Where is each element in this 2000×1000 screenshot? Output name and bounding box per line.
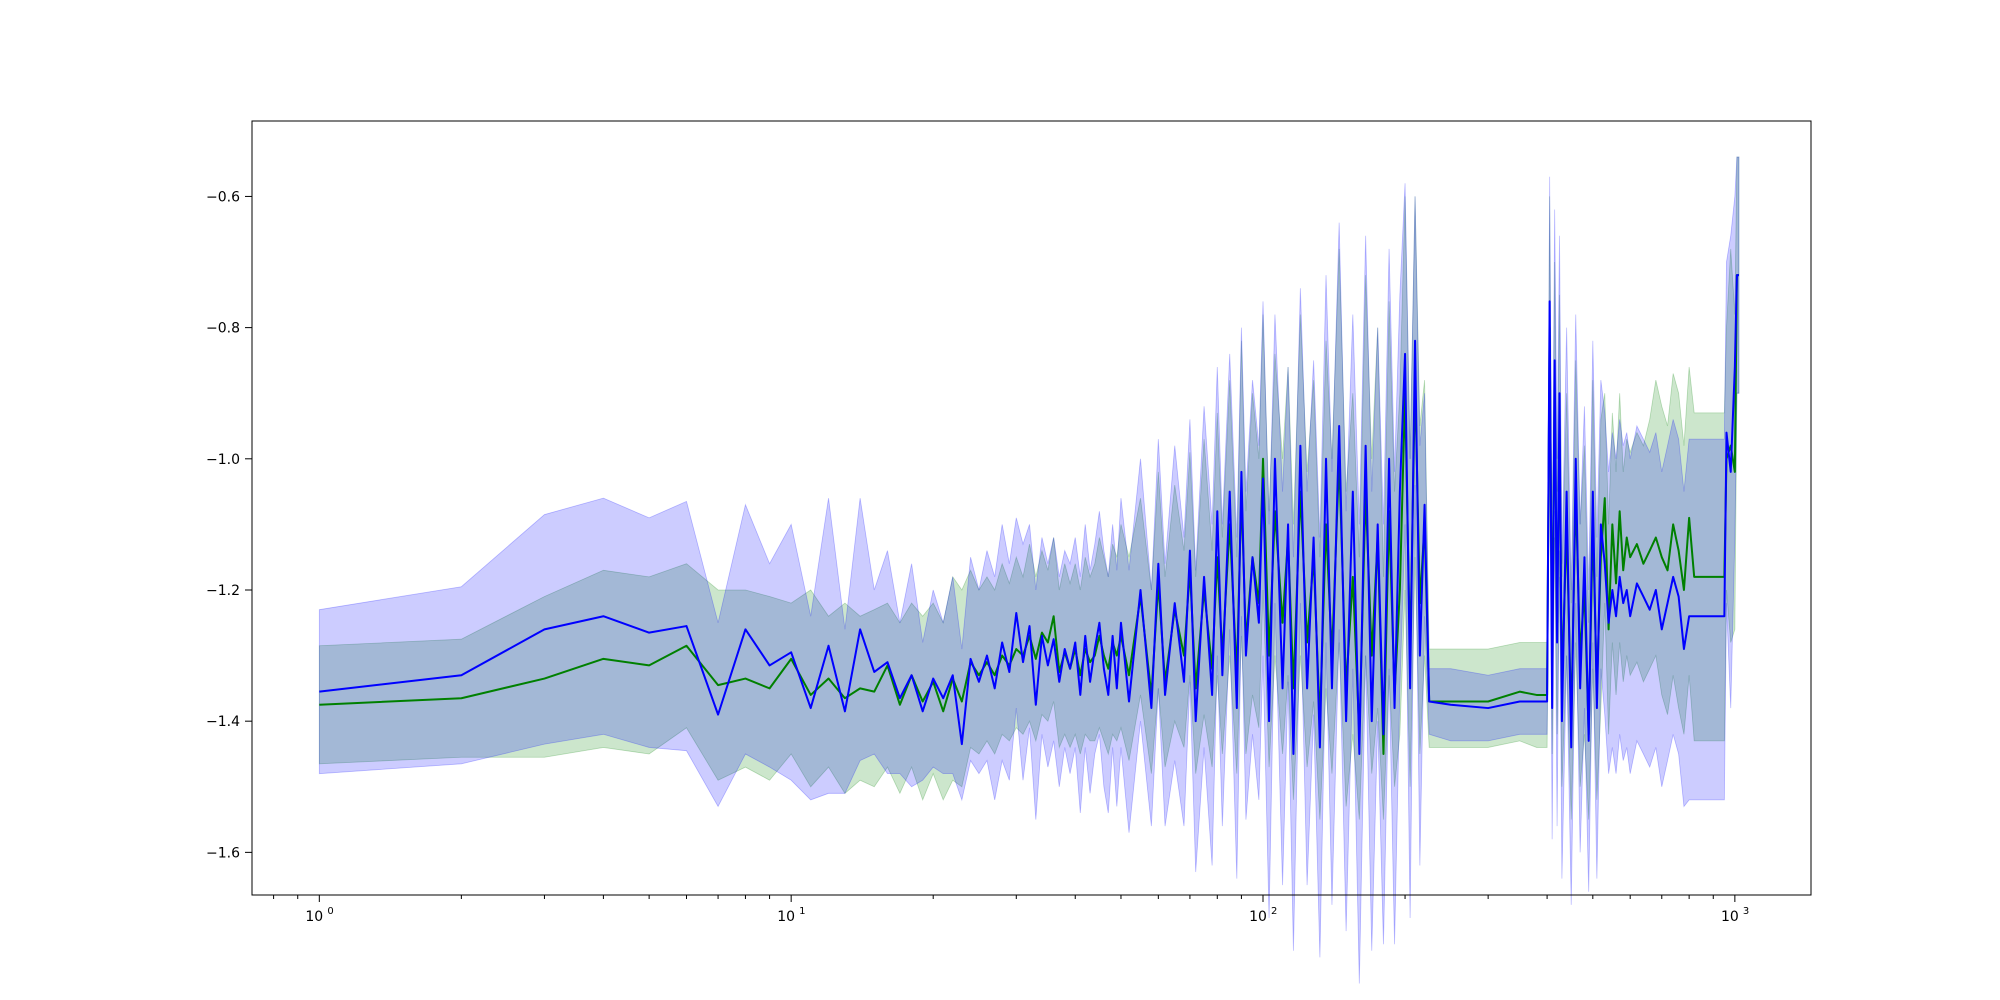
x-tick-exponent: 1: [799, 906, 805, 917]
x-tick-label: 10: [305, 909, 323, 925]
y-tick-label: −0.6: [206, 189, 240, 205]
x-tick-exponent: 2: [1271, 906, 1277, 917]
series-1-confidence-band: [318, 156, 1740, 820]
confidence-bands: [318, 156, 1740, 984]
x-axis: 10 0 10 1 10 2 10 3: [273, 895, 1749, 925]
x-tick-exponent: 3: [1743, 906, 1749, 917]
y-tick-label: −1.6: [206, 845, 240, 861]
y-tick-label: −1.0: [206, 452, 240, 468]
series-1-line: [319, 274, 1739, 755]
y-tick-label: −0.8: [206, 321, 240, 337]
y-tick-label: −1.4: [206, 714, 240, 730]
x-tick-label: 10: [1249, 909, 1267, 925]
x-tick-label: 10: [1721, 909, 1739, 925]
plot-area: [251, 120, 1812, 984]
x-tick-exponent: 0: [327, 906, 333, 917]
x-tick-label: 10: [777, 909, 795, 925]
series-2-line: [319, 274, 1739, 755]
y-axis: −0.6 −0.8 −1.0 −1.2 −1.4 −1.6: [206, 189, 252, 861]
y-tick-label: −1.2: [206, 583, 240, 599]
axes-frame: [251, 120, 1812, 896]
series-lines: [319, 274, 1739, 755]
series-2-confidence-band: [318, 156, 1740, 984]
